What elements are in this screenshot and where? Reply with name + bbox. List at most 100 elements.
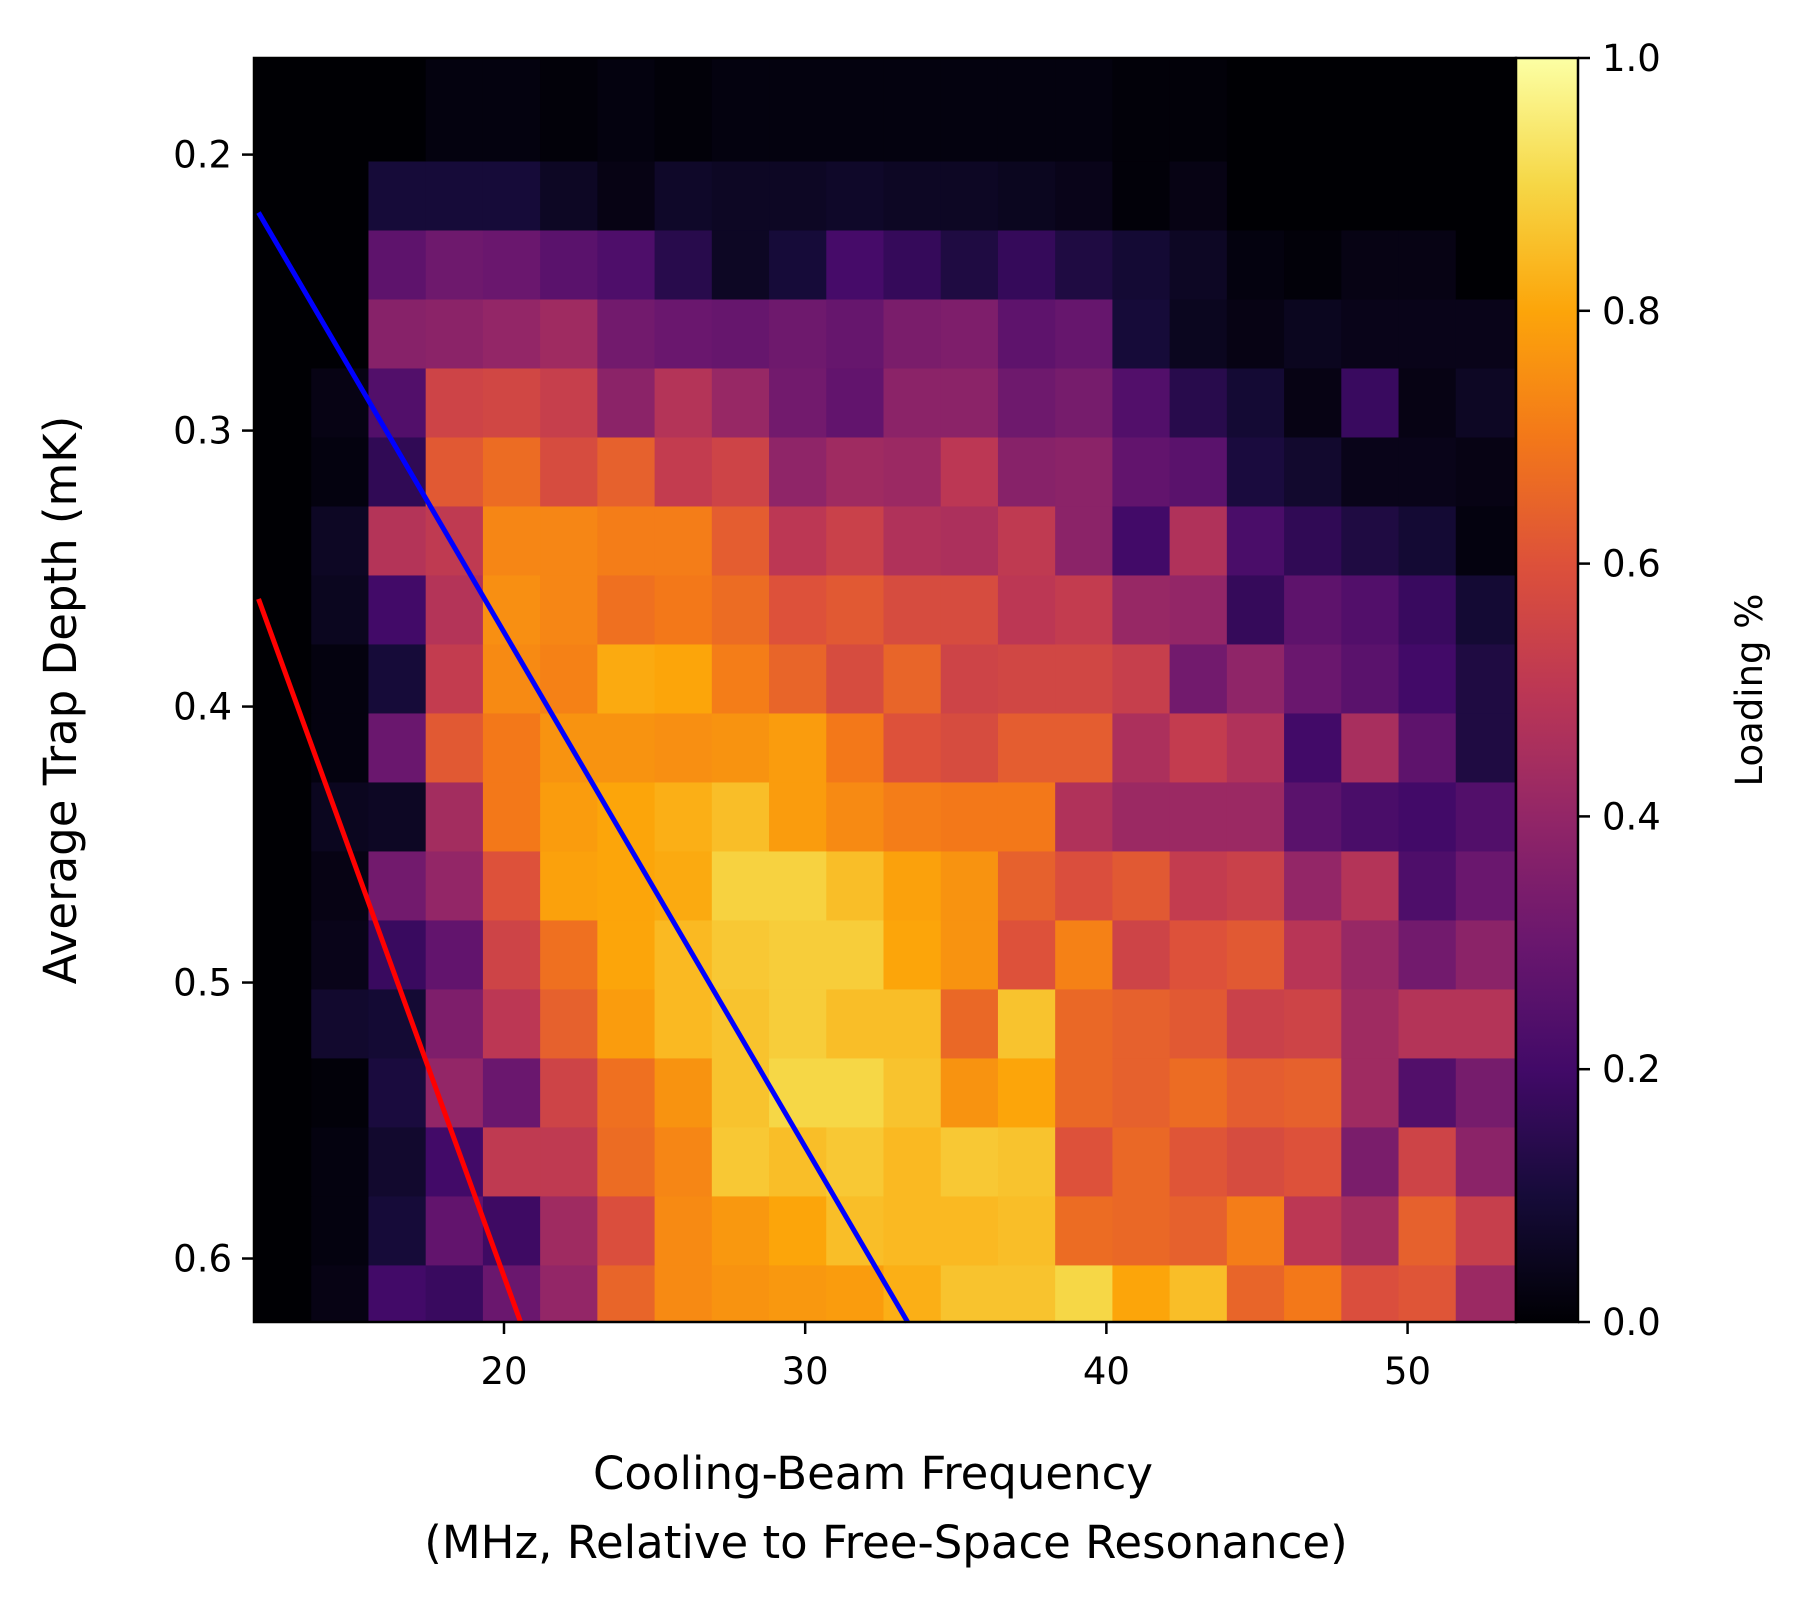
x-axis-label-line2: (MHz, Relative to Free-Space Resonance) <box>424 1516 1347 1569</box>
heatmap-cell <box>1112 920 1171 991</box>
colorbar-tick-label: 0.4 <box>1602 795 1661 838</box>
heatmap-cell <box>482 989 541 1060</box>
heatmap-cell <box>311 161 370 232</box>
heatmap-cell <box>540 644 598 715</box>
heatmap-cell <box>482 506 541 577</box>
heatmap-cell <box>826 920 885 991</box>
heatmap-cell <box>883 161 942 232</box>
heatmap-cell <box>1455 644 1517 715</box>
heatmap-cell <box>826 1058 885 1129</box>
heatmap-cell <box>1455 989 1517 1060</box>
heatmap-cell <box>482 368 541 439</box>
heatmap-cell <box>1112 1196 1171 1267</box>
heatmap-cell <box>997 920 1056 991</box>
heatmap-cell <box>1226 782 1285 853</box>
heatmap-cell <box>1169 989 1228 1060</box>
heatmap-cell <box>425 299 484 370</box>
heatmap-cell <box>997 575 1056 646</box>
heatmap-cell <box>997 230 1056 301</box>
heatmap-cell <box>311 644 370 715</box>
heatmap-cell <box>654 1196 713 1267</box>
heatmap-cell <box>883 644 942 715</box>
heatmap-cell <box>425 851 484 922</box>
heatmap-cell <box>1284 230 1342 301</box>
heatmap-cell <box>425 1196 484 1267</box>
heatmap-cell <box>1398 1265 1457 1323</box>
heatmap-cell <box>597 1127 656 1198</box>
heatmap-cell <box>769 644 827 715</box>
heatmap-cell <box>1284 1265 1342 1323</box>
heatmap-cell <box>311 1196 370 1267</box>
heatmap-cell <box>1169 1265 1228 1323</box>
heatmap-cell <box>311 575 370 646</box>
heatmap-cell <box>1226 299 1285 370</box>
heatmap-cell <box>769 1058 827 1129</box>
heatmap-cell <box>425 58 484 163</box>
heatmap-cell <box>1112 506 1171 577</box>
heatmap-cell <box>1226 851 1285 922</box>
colorbar-tick-label: 0.2 <box>1602 1048 1661 1091</box>
heatmap-cell <box>940 644 999 715</box>
heatmap-cell <box>311 1058 370 1129</box>
heatmap-cell <box>540 782 598 853</box>
heatmap-cell <box>1169 299 1228 370</box>
heatmap-cell <box>1226 58 1285 163</box>
heatmap-cell <box>1055 782 1114 853</box>
heatmap-cell <box>1055 989 1114 1060</box>
heatmap-cell <box>769 989 827 1060</box>
heatmap-cell <box>883 1127 942 1198</box>
heatmap-cell <box>1112 230 1171 301</box>
heatmap-cell <box>654 782 713 853</box>
heatmap-cell <box>1055 644 1114 715</box>
heatmap-cell <box>1398 299 1457 370</box>
heatmap-cell <box>482 299 541 370</box>
heatmap-cell <box>711 1196 770 1267</box>
heatmap-cell <box>1455 575 1517 646</box>
heatmap-cell <box>883 506 942 577</box>
heatmap-cell <box>368 1058 427 1129</box>
heatmap-cell <box>1398 506 1457 577</box>
colorbar-frame <box>1514 56 1580 1324</box>
heatmap-cell <box>540 1058 598 1129</box>
heatmap-cell <box>883 1196 942 1267</box>
heatmap-cell <box>597 851 656 922</box>
heatmap-cell <box>826 851 885 922</box>
heatmap-cell <box>1055 299 1114 370</box>
heatmap-cell <box>826 299 885 370</box>
y-tick-label: 0.6 <box>173 1238 232 1281</box>
heatmap-cell <box>1112 713 1171 784</box>
heatmap-cell <box>1284 161 1342 232</box>
heatmap-cell <box>368 575 427 646</box>
heatmap-cell <box>1226 920 1285 991</box>
heatmap-cell <box>1284 920 1342 991</box>
heatmap-cell <box>1055 58 1114 163</box>
heatmap-cell <box>597 506 656 577</box>
heatmap-cell <box>368 368 427 439</box>
heatmap-cell <box>1284 575 1342 646</box>
heatmap-cell <box>1341 368 1400 439</box>
heatmap-cell <box>1226 644 1285 715</box>
heatmap-cell <box>482 1196 541 1267</box>
heatmap-cell <box>1284 989 1342 1060</box>
heatmap-cell <box>597 58 656 163</box>
heatmap-cell <box>711 368 770 439</box>
heatmap-cell <box>1398 230 1457 301</box>
heatmap-cell <box>711 920 770 991</box>
heatmap-cell <box>1341 851 1400 922</box>
heatmap-cell <box>482 920 541 991</box>
heatmap-cell <box>940 1058 999 1129</box>
heatmap-cell <box>1455 368 1517 439</box>
heatmap-cell <box>1284 299 1342 370</box>
heatmap-cell <box>597 920 656 991</box>
heatmap-cell <box>654 1058 713 1129</box>
heatmap-cell <box>1455 161 1517 232</box>
heatmap-cell <box>769 713 827 784</box>
heatmap-cell <box>940 1196 999 1267</box>
heatmap-cell <box>769 161 827 232</box>
heatmap-cell <box>368 230 427 301</box>
heatmap-cell <box>826 506 885 577</box>
y-tick-label: 0.2 <box>173 134 232 177</box>
heatmap-cell <box>1284 506 1342 577</box>
heatmap-cell <box>1284 851 1342 922</box>
